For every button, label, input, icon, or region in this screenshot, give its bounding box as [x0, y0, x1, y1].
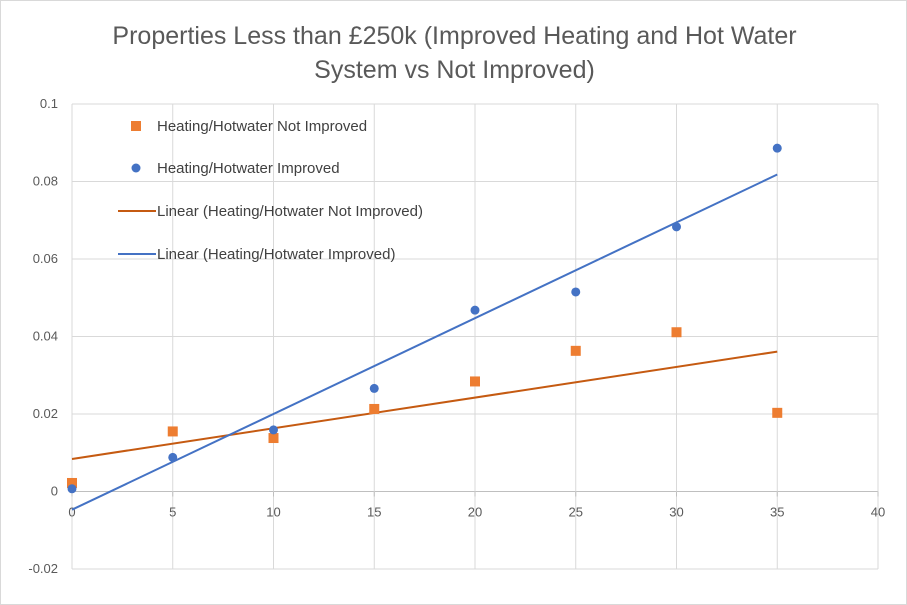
- trendlines: [71, 173, 778, 511]
- point-not-improved: [470, 376, 480, 387]
- x-tick-label: 30: [669, 505, 683, 520]
- y-tick-label: -0.02: [28, 561, 58, 576]
- trendline-not-improved: [71, 350, 778, 460]
- point-improved: [168, 452, 178, 462]
- data-points: [67, 143, 783, 494]
- chart-title: Properties Less than £250k (Improved Hea…: [1, 19, 907, 87]
- point-not-improved: [772, 407, 783, 418]
- chart-title-line-1: Properties Less than £250k (Improved Hea…: [112, 22, 797, 50]
- legend-label: Heating/Hotwater Improved: [157, 160, 340, 177]
- chart-title-line-2: System vs Not Improved): [314, 56, 595, 84]
- point-improved: [269, 425, 278, 435]
- point-not-improved: [268, 433, 279, 444]
- y-tick-label: 0.02: [33, 406, 58, 421]
- point-improved: [772, 143, 782, 153]
- x-tick-label: 0: [68, 505, 75, 520]
- point-improved: [470, 305, 480, 315]
- y-tick-label: 0.1: [40, 96, 58, 111]
- point-not-improved: [167, 426, 178, 437]
- x-tick-label: 15: [367, 505, 381, 520]
- point-improved: [67, 484, 77, 494]
- y-tick-label: 0: [51, 484, 58, 499]
- point-not-improved: [671, 327, 682, 338]
- y-tick-label: 0.08: [33, 174, 58, 189]
- point-improved: [369, 383, 379, 393]
- legend-square-marker: [131, 121, 141, 131]
- legend: Heating/Hotwater Not Improved Heating/Hot…: [118, 118, 423, 263]
- legend-label: Linear (Heating/Hotwater Not Improved): [157, 203, 423, 220]
- x-tick-label: 40: [871, 505, 885, 520]
- point-improved: [672, 222, 681, 232]
- y-tick-label: 0.06: [33, 251, 58, 266]
- point-not-improved: [570, 345, 581, 356]
- y-tick-label: 0.04: [33, 329, 58, 344]
- x-tick-label: 25: [569, 505, 583, 520]
- x-tick-label: 20: [468, 505, 482, 520]
- x-tick-label: 5: [169, 505, 176, 520]
- legend-label: Heating/Hotwater Not Improved: [157, 118, 367, 135]
- trendline-improved: [71, 173, 778, 511]
- point-not-improved: [67, 477, 77, 488]
- point-not-improved: [369, 403, 380, 414]
- x-tick-label: 35: [770, 505, 784, 520]
- legend-label: Linear (Heating/Hotwater Improved): [157, 246, 395, 263]
- x-tick-label: 10: [266, 505, 280, 520]
- gridlines: [71, 103, 879, 570]
- point-improved: [571, 287, 581, 297]
- legend-circle-marker: [131, 163, 141, 173]
- tick-labels: -0.02 0 0.02 0.04 0.06 0.08 0.1 0 5 10 15 20 25 30 35 4…: [28, 96, 885, 576]
